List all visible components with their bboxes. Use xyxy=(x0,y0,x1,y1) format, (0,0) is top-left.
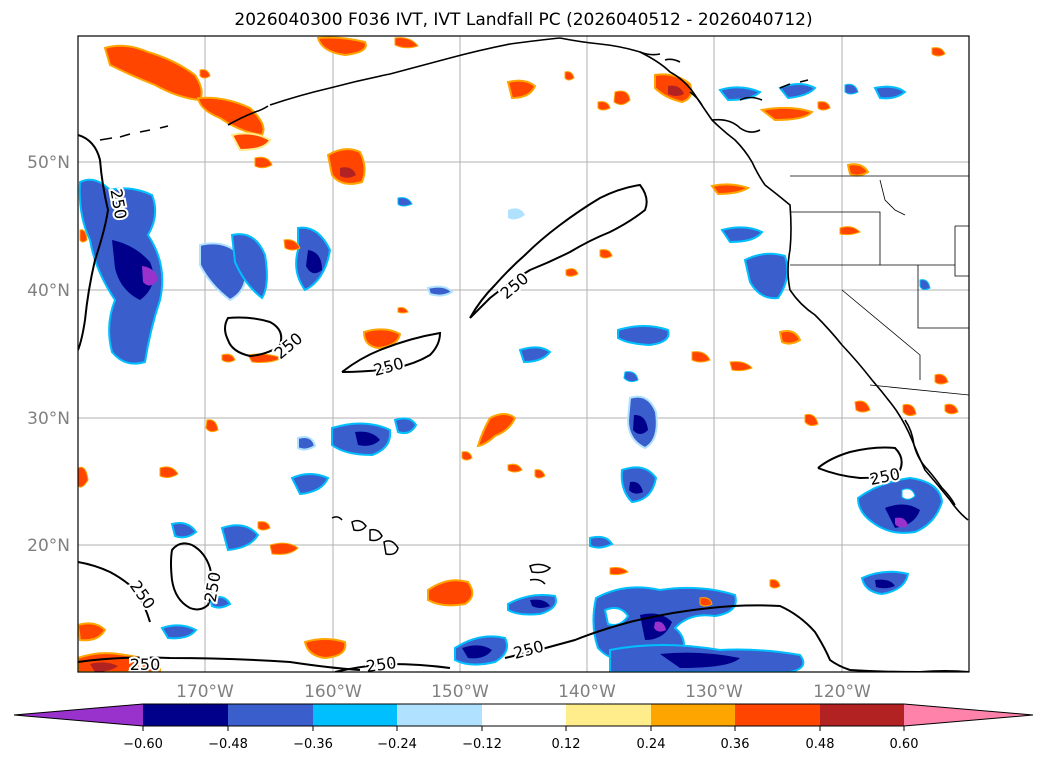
colorbar-tick-label: −0.12 xyxy=(462,737,502,752)
colorbar-segment xyxy=(397,704,482,726)
colorbar-tick-label: −0.60 xyxy=(123,737,163,752)
colorbar-segment xyxy=(820,704,904,726)
lat-label: 50°N xyxy=(27,153,70,173)
colorbar-segment xyxy=(735,704,820,726)
map-frame xyxy=(77,35,970,673)
colorbar-segment xyxy=(651,704,735,726)
positive-anomaly-regions xyxy=(78,36,959,672)
lat-label: 30°N xyxy=(27,409,70,429)
longitude-labels: 170°W 160°W 150°W 140°W 130°W 120°W xyxy=(176,682,871,702)
negative-anomaly-regions xyxy=(78,83,944,672)
colorbar: −0.60 −0.48 −0.36 −0.24 −0.12 0.12 0.24 … xyxy=(13,703,1034,752)
colorbar-tick-label: 0.36 xyxy=(721,737,750,752)
lon-label: 150°W xyxy=(431,682,489,702)
colorbar-tick-label: −0.36 xyxy=(293,737,333,752)
contour-label: 250 xyxy=(365,653,398,676)
coastlines xyxy=(99,37,969,521)
islands xyxy=(331,516,552,585)
colorbar-ticks xyxy=(142,726,905,731)
lat-label: 40°N xyxy=(27,281,70,301)
lon-label: 160°W xyxy=(304,682,362,702)
colorbar-tick-label: 0.48 xyxy=(806,737,835,752)
lon-label: 170°W xyxy=(176,682,234,702)
colorbar-segment xyxy=(313,704,397,726)
colorbar-tick-label: 0.24 xyxy=(637,737,666,752)
contour-label: 250 xyxy=(130,655,161,674)
colorbar-segment xyxy=(228,704,313,726)
colorbar-extend-min xyxy=(14,704,143,726)
graticule xyxy=(78,36,969,672)
ivt-contours xyxy=(78,134,969,672)
colorbar-segment xyxy=(482,704,566,726)
political-borders xyxy=(790,175,969,396)
colorbar-tick-label: 0.12 xyxy=(552,737,581,752)
chart-title: 2026040300 F036 IVT, IVT Landfall PC (20… xyxy=(234,10,813,30)
colorbar-segment xyxy=(566,704,651,726)
colorbar-tick-label: −0.24 xyxy=(377,737,417,752)
lon-label: 130°W xyxy=(685,682,743,702)
lon-label: 120°W xyxy=(813,682,871,702)
colorbar-tick-label: −0.48 xyxy=(208,737,248,752)
lon-label: 140°W xyxy=(558,682,616,702)
map-content: 250 250 250 250 250 250 250 250 250 250 xyxy=(78,36,969,676)
colorbar-segment xyxy=(143,704,228,726)
colorbar-tick-label: 0.60 xyxy=(890,737,919,752)
colorbar-extend-max xyxy=(904,704,1033,726)
latitude-labels: 50°N 40°N 30°N 20°N xyxy=(27,153,70,556)
lat-label: 20°N xyxy=(27,536,70,556)
